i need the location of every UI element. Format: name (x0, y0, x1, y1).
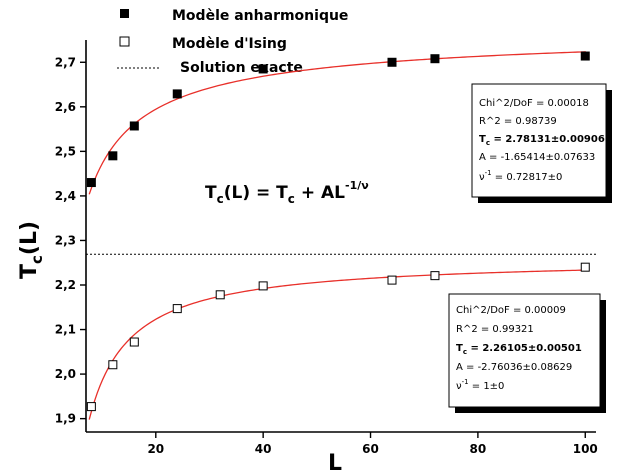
eq-part-end: + AL (295, 183, 345, 203)
eq-part-mid-sub: c (288, 192, 295, 206)
legend: Modèle anharmonique Modèle d'Ising Solut… (117, 8, 348, 76)
anharmonic-point-7 (580, 51, 590, 61)
y-tick-label-0: 1,9 (55, 412, 76, 426)
eq-part-mid: (L) = T (224, 183, 288, 203)
x-tick-label-4: 100 (573, 442, 598, 456)
ising-point-3 (172, 304, 182, 314)
y-tick-label-2: 2,1 (55, 323, 76, 337)
y-tick-label-8: 2,7 (55, 55, 76, 69)
fit-box-tc-sub: c (486, 139, 490, 147)
data-points-layer (86, 51, 590, 412)
anharmonic-point-0 (86, 178, 96, 188)
anharmonic-point-3 (172, 89, 182, 99)
eq-part-t-sub: c (217, 192, 224, 206)
fit-box-r2: R^2 = 0.98739 (479, 116, 557, 127)
anharmonic-point-1 (108, 151, 118, 161)
anharmonic-point-4 (258, 64, 268, 74)
ising-point-1 (108, 360, 118, 370)
ising-point-0 (86, 402, 96, 412)
fit-box-nu-prefix: ν (479, 172, 485, 183)
eq-part-t: T (205, 183, 217, 203)
legend-label-exact: Solution exacte (180, 60, 303, 76)
fit-box-ising: Chi^2/DoF = 0.00009 R^2 = 0.99321 Tc = 2… (448, 293, 606, 413)
fit-box-tc: Tc = 2.26105±0.00501 (456, 343, 582, 356)
x-axis-title: L (328, 451, 342, 471)
y-tick-label-1: 2,0 (55, 367, 76, 381)
eq-part-exp: -1/ν (345, 179, 369, 192)
ising-point-7 (430, 271, 440, 281)
fit-box-nu: ν-1 = 1±0 (456, 378, 504, 392)
fit-box-frame (471, 83, 607, 198)
fit-box-a: A = -2.76036±0.08629 (456, 362, 572, 373)
y-tick-label-5: 2,4 (55, 189, 76, 203)
fit-box-tc-value: = 2.26105±0.00501 (467, 343, 582, 354)
fit-curve-1 (88, 269, 586, 420)
fit-equation: Tc(L) = Tc + AL-1/ν (205, 179, 369, 206)
fit-curves-layer (88, 51, 586, 420)
ising-point-6 (387, 275, 397, 285)
fit-box-tc: Tc = 2.78131±0.00906 (479, 134, 605, 147)
y-tick-label-4: 2,3 (55, 233, 76, 247)
fit-box-nu-value: = 0.72817±0 (492, 172, 563, 183)
fit-box-chi: Chi^2/DoF = 0.00018 (479, 98, 589, 109)
anharmonic-point-2 (129, 121, 139, 131)
fit-box-tc-value: = 2.78131±0.00906 (490, 134, 605, 145)
y-tick-label-7: 2,6 (55, 100, 76, 114)
x-tick-label-0: 20 (147, 442, 164, 456)
x-tick-label-1: 40 (255, 442, 272, 456)
fit-box-frame (448, 293, 601, 408)
fit-box-a: A = -1.65414±0.07633 (479, 152, 595, 163)
axis-ticks-layer: 20 40 60 80 100 1,9 2,0 2,1 2,2 2,3 2,4 2,5 2,6 2,7 (55, 55, 598, 456)
fit-curve-0 (88, 51, 586, 195)
anharmonic-point-6 (430, 54, 440, 64)
y-axis-title-subscript: c (28, 255, 46, 264)
fit-box-nu-exp: -1 (485, 169, 492, 177)
legend-label-ising: Modèle d'Ising (172, 36, 287, 52)
ising-point-5 (258, 281, 268, 291)
fit-box-nu: ν-1 = 0.72817±0 (479, 169, 562, 183)
y-tick-label-3: 2,2 (55, 278, 76, 292)
y-axis-title-rest: (L) (17, 221, 42, 255)
legend-marker-open-square (119, 36, 130, 47)
legend-marker-filled-square (120, 9, 129, 18)
y-tick-label-6: 2,5 (55, 144, 76, 158)
fit-box-tc-prefix: T (479, 134, 486, 145)
fit-box-r2: R^2 = 0.99321 (456, 324, 534, 335)
fit-box-nu-prefix: ν (456, 381, 462, 392)
x-tick-label-2: 60 (362, 442, 379, 456)
fit-box-chi: Chi^2/DoF = 0.00009 (456, 305, 566, 316)
x-tick-label-3: 80 (470, 442, 487, 456)
y-axis-title: Tc(L) (17, 221, 46, 279)
y-axis-title-main: T (17, 264, 42, 279)
fit-box-nu-exp: -1 (462, 378, 469, 386)
ising-point-8 (580, 262, 590, 272)
ising-point-4 (215, 290, 225, 300)
fit-box-tc-sub: c (463, 348, 467, 356)
fit-box-nu-value: = 1±0 (469, 381, 505, 392)
anharmonic-point-5 (387, 57, 397, 67)
ising-point-2 (129, 337, 139, 347)
fit-box-tc-prefix: T (456, 343, 463, 354)
legend-label-anharmonic: Modèle anharmonique (172, 8, 348, 24)
fit-box-anharmonic: Chi^2/DoF = 0.00018 R^2 = 0.98739 Tc = 2… (471, 83, 612, 203)
